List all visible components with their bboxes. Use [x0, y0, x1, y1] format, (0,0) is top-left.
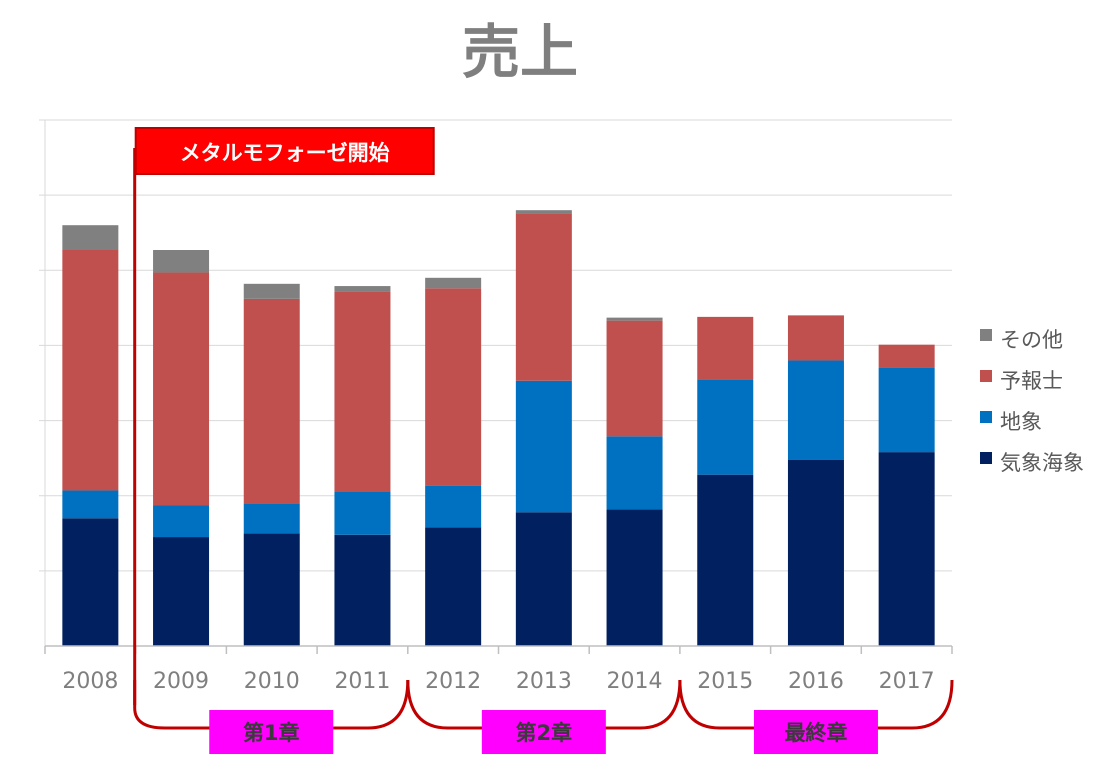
legend-label: 地象: [1000, 410, 1042, 434]
bar-segment: [62, 518, 119, 646]
bar-segment: [606, 436, 663, 510]
bar-segment: [425, 277, 482, 289]
bar-segment: [787, 315, 844, 361]
x-tick-label: 2015: [697, 669, 753, 694]
x-tick-label: 2014: [607, 669, 663, 694]
bar-segment: [878, 367, 935, 453]
x-tick-label: 2008: [62, 669, 118, 694]
callout-box: [134, 127, 435, 175]
x-tick-label: 2013: [516, 669, 572, 694]
bar-segment: [697, 379, 754, 475]
bars: [62, 210, 935, 646]
chapter-label: 第1章: [243, 721, 300, 745]
chapter-label-box: [209, 710, 334, 754]
bar-segment: [153, 505, 210, 538]
bar-segment: [243, 533, 300, 646]
x-tick-label: 2017: [879, 669, 935, 694]
bar-segment: [515, 512, 572, 646]
bar-segment: [62, 490, 119, 519]
bar-segment: [606, 509, 663, 646]
bar-segment: [515, 213, 572, 381]
bar-segment: [425, 485, 482, 528]
legend-label: 気象海象: [1000, 451, 1084, 475]
chapter-label-box: [481, 710, 606, 754]
x-tick-label: 2016: [788, 669, 844, 694]
bar-segment: [787, 459, 844, 646]
legend-label: その他: [1000, 328, 1063, 352]
bar-segment: [515, 380, 572, 513]
chapter-label-box: [753, 710, 878, 754]
bar-segment: [243, 503, 300, 534]
bar-segment: [697, 316, 754, 380]
bar-segment: [697, 474, 754, 646]
bar-segment: [515, 210, 572, 214]
chapter-label: 第2章: [516, 721, 573, 745]
chart-title: 売上: [462, 18, 578, 86]
legend-label: 予報士: [1000, 369, 1063, 393]
bar-segment: [425, 527, 482, 646]
bar-segment: [334, 534, 391, 646]
legend-swatch: [980, 329, 992, 341]
bar-segment: [153, 272, 210, 506]
x-tick-label: 2009: [153, 669, 209, 694]
bar-segment: [878, 344, 935, 368]
callout-text: メタルモフォーゼ開始: [180, 141, 390, 165]
bar-segment: [425, 288, 482, 486]
x-tick-label: 2011: [334, 669, 390, 694]
bar-segment: [62, 249, 119, 491]
bar-segment: [62, 225, 119, 250]
x-tick-label: 2012: [425, 669, 481, 694]
legend-swatch: [980, 452, 992, 464]
bar-segment: [878, 452, 935, 646]
bar-segment: [243, 298, 300, 504]
bar-segment: [787, 360, 844, 460]
x-axis: 2008 2009 2010 2011 2012 2013 2014 2015 2016 2017: [44, 645, 953, 694]
chapter-label: 最終章: [784, 721, 847, 745]
bar-segment: [606, 320, 663, 437]
bar-segment: [334, 491, 391, 535]
bar-segment: [334, 286, 391, 292]
bar-segment: [606, 317, 663, 321]
x-tick-label: 2010: [244, 669, 300, 694]
legend-swatch: [980, 370, 992, 382]
bar-segment: [243, 283, 300, 299]
bar-segment: [334, 291, 391, 492]
legend-swatch: [980, 411, 992, 423]
bar-segment: [153, 249, 210, 273]
bar-segment: [153, 537, 210, 646]
